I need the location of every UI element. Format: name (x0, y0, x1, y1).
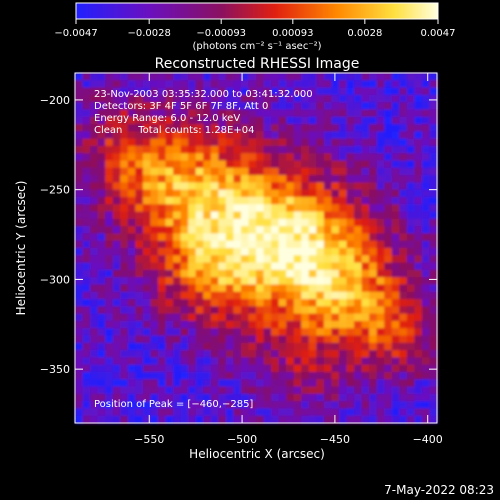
peak-position-label: Position of Peak = [−460,−285] (94, 399, 253, 410)
annotation-clean-counts: Clean Total counts: 1.28E+04 (94, 125, 254, 136)
y-tick-label: −250 (40, 184, 70, 197)
x-tick-label: −550 (134, 433, 164, 446)
colorbar-tick-label: −0.0028 (127, 28, 170, 39)
colorbar-tick-label: 0.0028 (347, 28, 382, 39)
y-tick-label: −300 (40, 273, 70, 286)
colorbar-tick-label: 0.00093 (272, 28, 313, 39)
annotation-detectors: Detectors: 3F 4F 5F 6F 7F 8F, Att 0 (94, 101, 268, 112)
x-tick-label: −450 (320, 433, 350, 446)
annotation-time-range: 23-Nov-2003 03:35:32.000 to 03:41:32.000 (94, 89, 313, 100)
x-axis-label: Heliocentric X (arcsec) (189, 447, 325, 461)
y-axis-ticks: −200 −250 −300 −350 (40, 94, 437, 376)
colorbar-tick-label: −0.0047 (54, 28, 97, 39)
x-tick-label: −500 (227, 433, 257, 446)
y-tick-label: −350 (40, 363, 70, 376)
colorbar (75, 2, 439, 20)
colorbar-tick-label: 0.0047 (421, 28, 456, 39)
heatmap-area (75, 73, 438, 424)
colorbar-tick-label: −0.00093 (196, 28, 246, 39)
y-tick-label: −200 (40, 94, 70, 107)
annotation-energy-range: Energy Range: 6.0 - 12.0 keV (94, 113, 240, 124)
x-axis-ticks: −550 −500 −450 −400 (134, 73, 443, 446)
annotation-block: 23-Nov-2003 03:35:32.000 to 03:41:32.000… (94, 89, 313, 136)
plot-frame (74, 72, 438, 424)
footer-timestamp: 7-May-2022 08:23 (384, 483, 494, 497)
colorbar-ticks: −0.0047 −0.0028 −0.00093 0.00093 0.0028 0.004… (54, 19, 456, 39)
colorbar-unit-label: (photons cm⁻² s⁻¹ asec⁻²) (192, 41, 321, 52)
chart-title: Reconstructed RHESSI Image (155, 56, 360, 72)
y-axis-label: Heliocentric Y (arcsec) (14, 181, 28, 316)
x-tick-label: −400 (413, 433, 443, 446)
